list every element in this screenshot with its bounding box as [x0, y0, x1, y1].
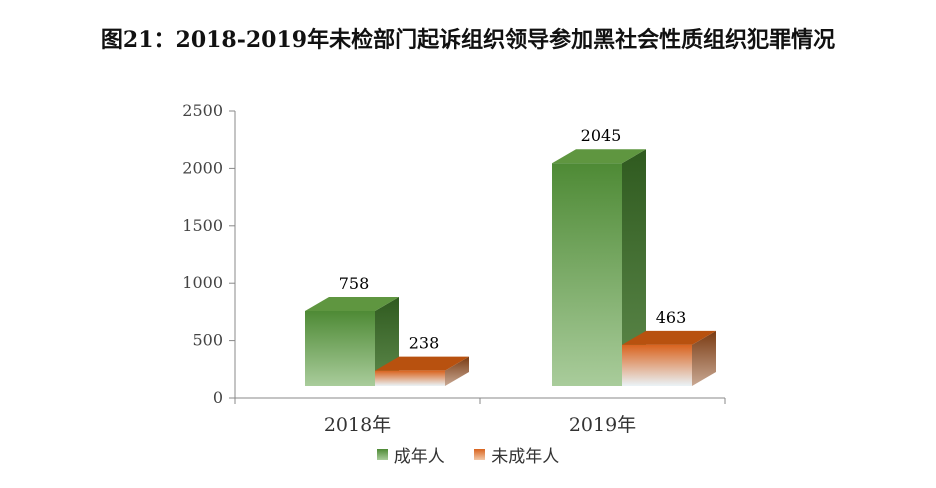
y-tick-label: 0: [213, 388, 223, 407]
y-tick-label: 1500: [182, 216, 223, 235]
y-tick-label: 500: [192, 331, 223, 350]
data-label: 238: [409, 334, 440, 353]
data-label: 758: [339, 274, 370, 293]
legend-swatch-minor: [474, 449, 486, 460]
x-tick-label: 2018年: [324, 414, 391, 436]
y-tick-label: 1000: [182, 273, 223, 292]
bar-top: [552, 149, 646, 164]
x-tick-label: 2019年: [569, 414, 636, 436]
bar-front: [305, 310, 375, 386]
bar-top: [622, 330, 716, 345]
bar-minor-0: [375, 356, 469, 386]
bar-top: [375, 356, 469, 371]
legend: 成年人 未成年人: [0, 442, 936, 467]
chart-title: 图21：2018-2019年未检部门起诉组织领导参加黑社会性质组织犯罪情况: [100, 27, 836, 53]
bar-front: [375, 370, 445, 386]
legend-item-minor: 未成年人: [474, 442, 559, 467]
data-label: 463: [656, 308, 687, 327]
bar-side: [445, 356, 469, 386]
data-label: 2045: [581, 126, 622, 145]
bar-side: [692, 330, 716, 386]
bar-adult-1: [552, 149, 646, 386]
y-tick-label: 2000: [182, 158, 223, 177]
legend-label-minor: 未成年人: [491, 447, 560, 467]
bar-front: [552, 163, 622, 386]
legend-swatch-adult: [376, 449, 388, 460]
legend-label-adult: 成年人: [393, 447, 445, 467]
bar-side: [622, 149, 646, 386]
bar-minor-1: [622, 330, 716, 386]
y-tick-label: 2500: [182, 101, 223, 120]
bar-top: [305, 296, 399, 311]
legend-item-adult: 成年人: [376, 442, 445, 467]
bar-front: [622, 344, 692, 386]
